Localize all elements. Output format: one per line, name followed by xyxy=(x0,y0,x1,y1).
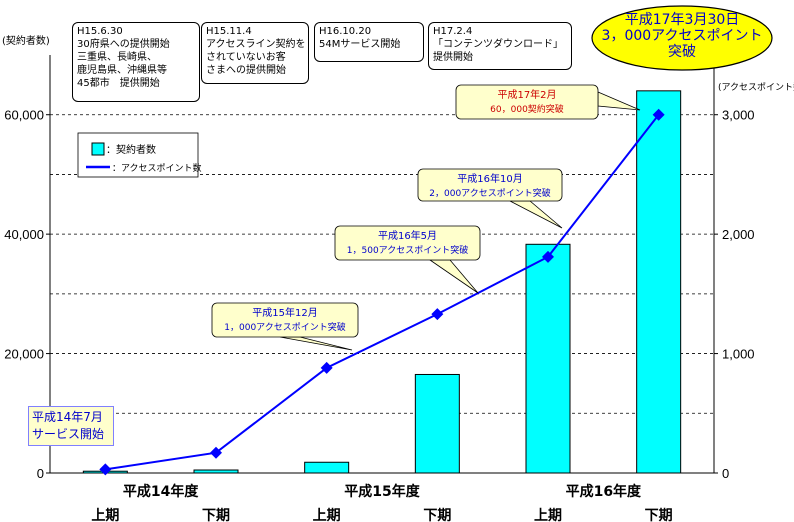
note-line: H16.10.20 xyxy=(319,26,372,37)
left-tick-label: 40,000 xyxy=(4,227,44,242)
callout-pointer xyxy=(428,259,479,294)
bar-subscribers xyxy=(304,461,350,474)
callout-text: 2，000アクセスポイント突破 xyxy=(429,187,550,199)
callout-title: 平成17年2月 xyxy=(497,88,556,101)
callout-box xyxy=(334,225,481,261)
callout-text: 60，000契約突破 xyxy=(490,103,564,115)
category-label: 下期 xyxy=(202,508,230,522)
bar-subscribers xyxy=(525,243,571,474)
bar-subscribers xyxy=(636,90,682,474)
right-tick-label: 1,000 xyxy=(722,347,755,362)
category-label: 下期 xyxy=(423,508,451,522)
line-access-points xyxy=(105,114,660,471)
callout-text: 1，500アクセスポイント突破 xyxy=(347,244,468,256)
note-line: アクセスライン契約を xyxy=(206,39,306,50)
service-start-note: 平成14年7月 サービス開始 xyxy=(28,406,114,446)
note-line: 三重県、長崎県、 xyxy=(77,52,157,63)
legend-swatch-bar xyxy=(91,142,105,156)
note-line: されていないお客 xyxy=(206,52,286,63)
start-note-line: サービス開始 xyxy=(32,427,105,441)
note-line: 30府県への提供開始 xyxy=(77,39,170,50)
category-label: 上期 xyxy=(91,508,119,522)
right-tick-label: 2,000 xyxy=(722,227,755,242)
category-label: 上期 xyxy=(313,508,341,522)
line-marker xyxy=(542,250,554,263)
bar-subscribers xyxy=(193,469,239,474)
fiscal-year-label: 平成15年度 xyxy=(344,483,420,500)
note-line: 45都市 提供開始 xyxy=(77,78,160,89)
right-tick-label: 3,000 xyxy=(722,108,755,123)
highlight-ellipse xyxy=(591,5,773,71)
callout-box xyxy=(417,168,563,202)
note-line: H15.11.4 xyxy=(206,26,252,37)
callout-text: 1，000アクセスポイント突破 xyxy=(224,321,345,333)
fiscal-year-label: 平成14年度 xyxy=(123,483,199,500)
legend-label: ：アクセスポイント数 xyxy=(112,162,202,174)
category-label: 下期 xyxy=(645,508,673,522)
line-marker xyxy=(320,361,333,374)
note-line: さまへの提供開始 xyxy=(206,65,286,76)
callout-pointer xyxy=(279,336,353,351)
callout-title: 平成16年5月 xyxy=(378,229,437,242)
callout-title: 平成15年12月 xyxy=(252,306,317,319)
left-tick-label: 60,000 xyxy=(4,108,44,123)
timeline-note-2: H15.11.4 アクセスライン契約を されていないお客 さまへの提供開始 xyxy=(201,22,309,84)
note-line: 鹿児島県、沖縄県等 xyxy=(77,65,167,76)
highlight-text: 平成17年3月30日 xyxy=(625,12,740,28)
note-line: 「コンテンツダウンロード」 xyxy=(433,39,563,50)
highlight-text: 3，000アクセスポイント xyxy=(602,28,763,44)
bar-subscribers xyxy=(414,373,460,474)
fiscal-year-label: 平成16年度 xyxy=(566,483,642,500)
timeline-note-3: H16.10.20 54Mサービス開始 xyxy=(314,22,424,62)
start-note-line: 平成14年7月 xyxy=(32,410,103,424)
line-marker xyxy=(99,463,112,476)
category-label: 上期 xyxy=(534,508,562,522)
note-line: 提供開始 xyxy=(433,52,473,63)
note-line: 54Mサービス開始 xyxy=(319,39,401,50)
callout-box xyxy=(455,84,599,120)
left-tick-label: 20,000 xyxy=(4,347,44,362)
left-tick-label: 0 xyxy=(37,466,44,481)
line-marker xyxy=(652,108,665,121)
timeline-note-4: H17.2.4 「コンテンツダウンロード」 提供開始 xyxy=(428,22,572,70)
callout-title: 平成16年10月 xyxy=(457,172,522,185)
callout-box xyxy=(211,302,359,338)
right-tick-label: 0 xyxy=(722,466,729,481)
note-line: H17.2.4 xyxy=(433,26,473,37)
legend-label: ：契約者数 xyxy=(106,143,156,156)
left-axis-title: (契約者数) xyxy=(2,34,50,47)
right-axis-title: (アクセスポイント数) xyxy=(718,81,794,93)
callout-pointer xyxy=(597,91,641,111)
timeline-note-1: H15.6.30 30府県への提供開始 三重県、長崎県、 鹿児島県、沖縄県等 4… xyxy=(72,22,200,102)
line-marker xyxy=(210,446,222,459)
highlight-text: 突破 xyxy=(668,44,696,60)
note-line: H15.6.30 xyxy=(77,26,123,37)
callout-pointer xyxy=(509,200,563,229)
line-marker xyxy=(431,308,444,321)
